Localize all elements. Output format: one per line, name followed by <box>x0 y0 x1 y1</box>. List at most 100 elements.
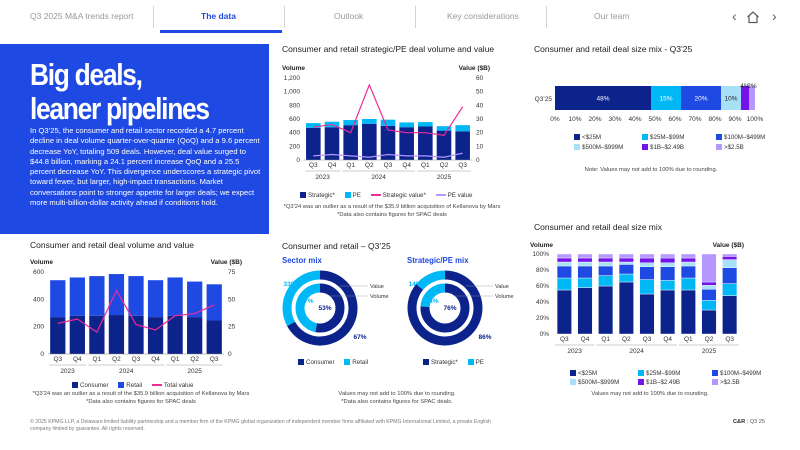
legend-item: Strategic value* <box>370 192 426 199</box>
notes-donuts: Values may not add to 100% due to roundi… <box>322 391 472 406</box>
legend-item: $1B–$2.49B <box>642 143 708 153</box>
bar-segment <box>598 265 614 276</box>
bar-segment <box>741 86 749 110</box>
left-axis-label: Volume <box>30 259 53 266</box>
x-tick-label: 20% <box>588 116 601 123</box>
note-line: Values may not add to 100% due to roundi… <box>338 391 456 397</box>
legend-label: $25M–$99M <box>650 134 685 141</box>
bar-segment <box>701 300 717 311</box>
y2-tick-label: 30 <box>476 116 484 123</box>
y-tick-label: 40% <box>536 299 549 306</box>
chart-size-mix-q3: Q3’25 48% 15% 20% 10%4%2%0% 10% 20% 30% 40% 50% 60… <box>535 83 764 123</box>
legend-label: Retail <box>352 359 369 366</box>
bar-segment <box>577 261 593 267</box>
slice-label: 53% <box>318 305 331 312</box>
bar-segment <box>701 253 717 283</box>
legend-label: Strategic value* <box>382 192 426 199</box>
legend-deal-volume-value: Consumer Retail Total value <box>72 382 201 389</box>
legend-label: PE <box>475 359 484 366</box>
legend-item: PE <box>467 359 484 366</box>
legend-size-mix-trend: <$25M $25M–$99M $100M–$499M $500M–$999M $1B… <box>570 369 769 387</box>
ring-label-volume: Volume <box>370 294 389 300</box>
hero-title-line-1: Big deals, <box>30 57 143 92</box>
donut-sector-mix: 33% 67% 47% 53% Value Volume <box>282 270 389 346</box>
bar <box>399 127 414 160</box>
y-tick-label: 80% <box>536 267 549 274</box>
donut-strategic-pe-mix: 14% 86% 24% 76% Value Volume <box>407 270 514 346</box>
bar-segment <box>555 86 651 110</box>
year-label: 2024 <box>629 348 644 355</box>
bar-segment <box>598 257 614 263</box>
bar-segment <box>701 309 717 335</box>
bar <box>50 317 66 354</box>
note-size-mix-q3: Note: Values may not add to 100% due to … <box>584 167 718 173</box>
bar <box>399 122 414 128</box>
tab-outlook[interactable]: Outlook <box>334 11 364 21</box>
tab-our-team[interactable]: Our team <box>594 11 630 21</box>
bar <box>167 315 183 354</box>
bar-segment <box>660 262 676 267</box>
chart-deal-volume-value: Volume Value ($B) 0 200 400 600 0 25 50 75 Q3 Q4 Q1 Q… <box>30 259 242 375</box>
slice-label: 33% <box>283 281 296 288</box>
y-tick-label: 0 <box>40 351 44 358</box>
data-label: 4% <box>740 83 750 90</box>
bar-segment <box>556 257 572 263</box>
legend-label: $100M–$499M <box>724 134 766 141</box>
x-tick-label: Q4 <box>328 162 337 169</box>
nav-divider <box>284 6 285 28</box>
legend-label: PE <box>352 192 361 199</box>
legend-item: Retail <box>344 359 368 366</box>
tab-key-considerations[interactable]: Key considerations <box>447 11 519 21</box>
donut-slice <box>420 283 446 308</box>
tab-the-data[interactable]: The data <box>201 11 236 21</box>
legend-label: PE value <box>447 192 473 199</box>
legend-row: <$25M $25M–$99M $100M–$499M <box>574 133 773 143</box>
year-label: 2023 <box>567 348 582 355</box>
legend-label: >$2.5B <box>720 379 740 386</box>
legend-label: Retail <box>126 382 143 389</box>
x-tick-label: Q1 <box>684 336 693 343</box>
hero-title: Big deals, leaner pipelines <box>30 58 226 126</box>
bar-segment <box>556 261 572 267</box>
bar-segment <box>680 253 696 259</box>
chevron-left-icon[interactable]: ‹ <box>732 8 737 24</box>
x-tick-label: Q2 <box>190 356 199 363</box>
x-tick-label: 70% <box>688 116 701 123</box>
bar <box>362 119 377 124</box>
y2-tick-label: 50 <box>228 296 236 303</box>
bar-segment <box>722 283 738 296</box>
x-tick-label: Q2 <box>440 162 449 169</box>
slice-label: 76% <box>443 305 456 312</box>
legend-label: Strategic* <box>308 192 335 199</box>
y-tick-label: 20% <box>536 315 549 322</box>
report-title[interactable]: Q3 2025 M&A trends report <box>30 11 134 21</box>
bar-segment <box>639 262 655 267</box>
ring-label-value: Value <box>370 284 384 290</box>
bar <box>206 284 222 321</box>
bar-segment <box>680 277 696 291</box>
bar-segment <box>660 280 676 291</box>
series-line <box>57 289 215 334</box>
home-icon[interactable] <box>746 10 760 24</box>
legend-row: $500M–$999M $1B–$2.49B >$2.5B <box>570 378 769 387</box>
bar-segment <box>722 259 738 268</box>
bar <box>455 125 470 132</box>
left-axis-label: Volume <box>530 242 553 249</box>
x-tick-label: 100% <box>747 116 764 123</box>
x-tick-label: Q1 <box>171 356 180 363</box>
y2-tick-label: 40 <box>476 102 484 109</box>
chevron-right-icon[interactable]: › <box>772 8 777 24</box>
y-tick-label: 1,000 <box>284 89 301 96</box>
slice-label: 14% <box>408 281 421 288</box>
bar-segment <box>660 289 676 335</box>
bar-segment <box>639 266 655 280</box>
bar-segment <box>680 261 696 267</box>
legend-label: <$25M <box>578 370 598 377</box>
legend-item: $500M–$999M <box>570 378 630 387</box>
legend-item: <$25M <box>570 369 630 378</box>
bar <box>147 317 164 354</box>
data-label: 20% <box>694 96 707 103</box>
chart-title-q3-mix: Consumer and retail – Q3’25 <box>282 241 391 251</box>
legend-label: $500M–$999M <box>582 144 624 151</box>
ring-label-volume: Volume <box>495 294 514 300</box>
